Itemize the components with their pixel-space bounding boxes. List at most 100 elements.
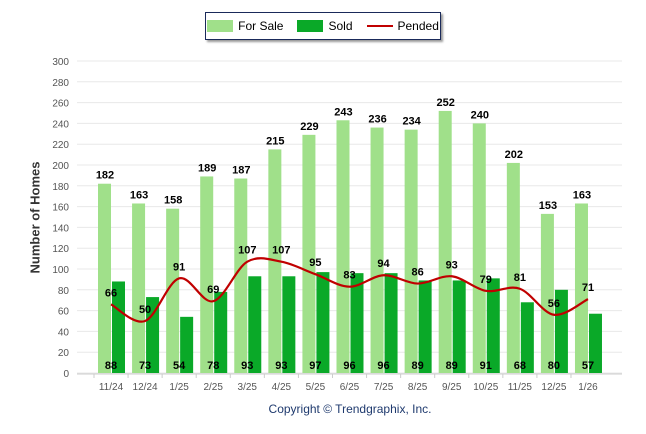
bar-sold — [180, 316, 194, 373]
x-tick-label: 4/25 — [272, 382, 292, 393]
data-label-sold: 68 — [514, 360, 526, 372]
bar-sold — [418, 280, 432, 373]
bar-sold — [248, 276, 262, 373]
data-label-pended: 95 — [309, 257, 321, 269]
data-label-sold: 80 — [548, 360, 560, 372]
data-label-pended: 93 — [446, 259, 458, 271]
x-tick-label: 1/25 — [169, 382, 189, 393]
y-axis-label: Number of Homes — [27, 161, 43, 274]
bar-sold — [282, 276, 296, 373]
y-tick-label: 240 — [52, 119, 69, 130]
x-tick-label: 3/25 — [238, 382, 258, 393]
data-label-sold: 73 — [139, 360, 151, 372]
legend-label: Pended — [397, 19, 439, 33]
data-label-for-sale: 234 — [402, 116, 421, 128]
legend: For Sale Sold Pended — [205, 12, 441, 40]
y-tick-label: 220 — [52, 140, 69, 151]
data-label-sold: 78 — [207, 360, 219, 372]
data-label-pended: 79 — [480, 274, 492, 286]
legend-swatch-pended — [366, 25, 393, 27]
y-tick-label: 60 — [58, 307, 70, 318]
legend-label: For Sale — [238, 19, 284, 33]
data-label-for-sale: 189 — [198, 162, 216, 174]
data-label-for-sale: 202 — [505, 149, 523, 161]
legend-item-sold: Sold — [297, 19, 353, 33]
bar-for-sale — [132, 203, 146, 373]
bar-for-sale — [98, 183, 111, 373]
data-label-sold: 91 — [480, 360, 492, 372]
data-label-for-sale: 163 — [573, 189, 591, 201]
bar-sold — [316, 272, 330, 373]
bar-sold — [452, 280, 466, 373]
data-label-pended: 91 — [173, 261, 185, 273]
legend-item-pended: Pended — [366, 19, 439, 33]
bar-sold — [486, 278, 500, 373]
x-tick-label: 11/25 — [508, 382, 533, 393]
bar-for-sale — [404, 129, 418, 373]
data-label-for-sale: 240 — [471, 109, 489, 121]
y-tick-label: 140 — [52, 223, 69, 234]
x-tick-label: 11/24 — [99, 382, 124, 393]
data-label-for-sale: 182 — [96, 170, 114, 182]
data-label-for-sale: 153 — [539, 200, 557, 212]
x-tick-label: 6/25 — [340, 382, 360, 393]
bar-for-sale — [472, 123, 486, 374]
bar-sold — [350, 273, 364, 373]
y-tick-label: 200 — [52, 161, 69, 172]
legend-label: Sold — [328, 19, 353, 33]
bar-for-sale — [302, 134, 316, 373]
bar-sold — [146, 297, 160, 373]
data-label-sold: 93 — [241, 360, 253, 372]
x-tick-label: 12/24 — [133, 382, 158, 393]
bar-for-sale — [200, 176, 214, 373]
y-tick-label: 100 — [52, 265, 69, 276]
x-tick-label: 5/25 — [306, 382, 326, 393]
bar-sold — [554, 289, 568, 373]
data-label-pended: 107 — [238, 245, 256, 257]
data-label-pended: 94 — [377, 258, 390, 270]
bar-for-sale — [506, 162, 520, 373]
data-label-for-sale: 163 — [130, 189, 148, 201]
bar-sold — [384, 273, 398, 373]
bar-sold — [214, 291, 228, 373]
bar-sold — [112, 281, 125, 373]
data-label-pended: 69 — [207, 284, 219, 296]
data-label-sold: 89 — [446, 360, 458, 372]
data-label-pended: 86 — [412, 267, 424, 279]
bar-for-sale — [234, 178, 248, 373]
data-label-sold: 96 — [377, 360, 389, 372]
data-label-sold: 88 — [105, 360, 117, 372]
y-tick-label: 180 — [52, 182, 69, 193]
data-label-for-sale: 187 — [232, 165, 250, 177]
data-label-for-sale: 252 — [437, 97, 455, 109]
x-tick-label: 8/25 — [408, 382, 428, 393]
y-tick-label: 160 — [52, 203, 69, 214]
y-tick-label: 80 — [58, 286, 70, 297]
data-label-for-sale: 229 — [300, 121, 318, 133]
data-label-pended: 83 — [343, 270, 355, 282]
y-tick-label: 300 — [52, 57, 69, 68]
data-label-sold: 97 — [309, 360, 321, 372]
y-tick-label: 40 — [58, 327, 70, 338]
line-pended — [110, 257, 589, 323]
x-tick-label: 10/25 — [473, 382, 498, 393]
data-label-sold: 57 — [582, 360, 594, 372]
data-label-sold: 89 — [412, 360, 424, 372]
data-label-pended: 107 — [272, 245, 290, 257]
data-label-pended: 56 — [548, 298, 560, 310]
data-label-sold: 54 — [173, 360, 186, 372]
data-label-pended: 71 — [582, 282, 594, 294]
x-tick-label: 1/26 — [578, 382, 598, 393]
bar-for-sale — [370, 127, 384, 373]
x-tick-label: 12/25 — [541, 382, 566, 393]
bar-for-sale — [540, 213, 554, 373]
legend-swatch-for-sale — [207, 20, 234, 32]
data-label-for-sale: 158 — [164, 195, 182, 207]
y-tick-label: 280 — [52, 78, 69, 89]
y-tick-label: 260 — [52, 99, 69, 110]
x-tick-label: 7/25 — [374, 382, 394, 393]
data-label-sold: 96 — [343, 360, 355, 372]
bar-for-sale — [336, 120, 350, 373]
